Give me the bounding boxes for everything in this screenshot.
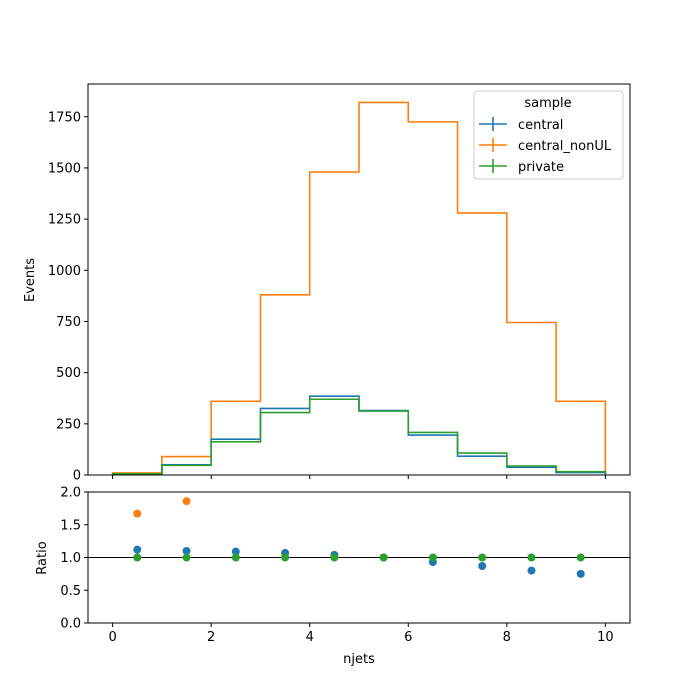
y-tick-label: 750 — [56, 315, 81, 330]
ratio-point-private — [133, 553, 142, 562]
ratio-point-private — [281, 553, 290, 562]
y-tick-label: 1750 — [48, 110, 81, 125]
main-plot-panel: 0 250 500 750 1000 1250 1500 1750 Events sample… — [23, 83, 631, 484]
x-tick-label: 10 — [597, 630, 614, 645]
x-tick-label: 4 — [306, 630, 314, 645]
legend-item-private: private — [479, 159, 564, 175]
y-tick-label: 1250 — [48, 213, 81, 228]
ratio-point-private — [428, 553, 437, 562]
x-tick-label: 2 — [207, 630, 215, 645]
y-tick-label: 1000 — [48, 264, 81, 279]
x-tick-label: 6 — [404, 630, 412, 645]
legend-item-central: central — [479, 117, 563, 133]
legend-box — [473, 90, 624, 180]
ratio-point-private — [231, 553, 240, 562]
ratio-point-private — [379, 553, 388, 562]
ratio-point-private — [182, 553, 191, 562]
ratio-y-tick-label: 0.5 — [60, 584, 81, 599]
ratio-y-tick-label: 0.0 — [60, 617, 81, 632]
ratio-point-central — [478, 562, 487, 571]
main-plot-frame — [87, 83, 631, 476]
histogram-central-nonUL — [111, 101, 607, 475]
histogram-series-group — [111, 101, 607, 475]
histogram-private — [111, 398, 607, 475]
ratio-point-private — [478, 553, 487, 562]
ratio-y-tick-label: 2.0 — [60, 486, 81, 501]
x-axis-ticks-top — [112, 475, 606, 479]
legend-label: central_nonUL — [518, 139, 612, 154]
y-axis-label-ratio: Ratio — [35, 541, 50, 574]
ratio-y-axis-ticks: 0.0 0.5 1.0 1.5 2.0 — [60, 486, 88, 632]
legend-title: sample — [524, 96, 571, 111]
ratio-point-central — [576, 569, 585, 578]
x-tick-label: 0 — [108, 630, 116, 645]
ratio-points-group — [133, 497, 585, 578]
x-axis-label-njets: njets — [343, 652, 375, 667]
legend-item-central-nonUL: central_nonUL — [479, 138, 612, 154]
ratio-y-tick-label: 1.0 — [60, 551, 81, 566]
y-tick-label: 1500 — [48, 161, 81, 176]
ratio-plot-frame — [87, 491, 631, 624]
y-tick-label: 0 — [73, 469, 81, 484]
ratio-point-central — [182, 546, 191, 555]
y-tick-label: 500 — [56, 366, 81, 381]
ratio-point-private — [527, 553, 536, 562]
legend-label: private — [518, 160, 564, 175]
y-axis-label-events: Events — [23, 258, 38, 302]
y-axis-ticks: 0 250 500 750 1000 1250 1500 1750 — [48, 110, 88, 484]
legend-label: central — [518, 118, 563, 133]
x-tick-label: 8 — [503, 630, 511, 645]
ratio-point-central — [231, 547, 240, 556]
ratio-y-tick-label: 1.5 — [60, 518, 81, 533]
ratio-point-private — [330, 553, 339, 562]
ratio-x-axis-ticks: 0 2 4 6 8 10 — [108, 623, 614, 645]
ratio-plot-panel: 0.0 0.5 1.0 1.5 2.0 0 2 4 6 8 10 Ratio njets — [35, 486, 631, 667]
y-tick-label: 250 — [56, 417, 81, 432]
ratio-point-central — [133, 545, 142, 554]
ratio-point-central-nonUL — [182, 497, 191, 506]
ratio-point-private — [576, 553, 585, 562]
ratio-point-central — [527, 566, 536, 575]
ratio-point-central-nonUL — [133, 509, 142, 518]
